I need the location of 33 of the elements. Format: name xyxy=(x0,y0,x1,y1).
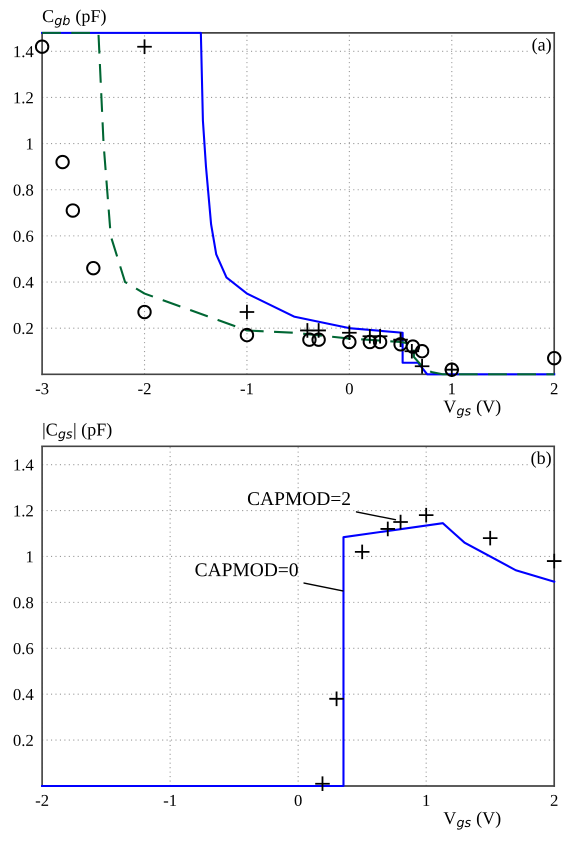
y-tick-label: 1.2 xyxy=(14,505,33,517)
y-tick-label: 0.2 xyxy=(14,734,33,746)
x-tick-label: -3 xyxy=(36,383,48,394)
annotation: CAPMOD=2 xyxy=(248,492,350,506)
x-tick-label: -1 xyxy=(164,794,176,806)
x-tick-label: 2 xyxy=(550,383,558,394)
y-tick-label: 0.2 xyxy=(14,322,33,334)
x-tick-label: 2 xyxy=(550,794,558,806)
x-axis-title: V$_{gs}$ (V) xyxy=(443,400,500,418)
x-tick-label: 0 xyxy=(346,383,353,394)
y-axis-title: |C$_{gs}$| (pF) xyxy=(43,422,112,442)
y-tick-label: 1.2 xyxy=(14,92,33,104)
x-tick-label: -2 xyxy=(138,383,151,394)
annotation: (b) xyxy=(531,451,551,468)
y-tick-label: 0.8 xyxy=(14,184,34,196)
x-tick-label: 0 xyxy=(294,794,302,806)
x-axis-title: V$_{gs}$ (V) xyxy=(443,811,500,830)
x-tick-label: -2 xyxy=(36,794,48,806)
y-tick-label: 0.4 xyxy=(14,276,34,288)
annotation: (a) xyxy=(532,38,551,54)
y-tick-label: 0.6 xyxy=(14,642,34,654)
x-tick-label: 1 xyxy=(449,383,455,394)
y-tick-label: 0.4 xyxy=(14,688,34,700)
x-tick-label: 1 xyxy=(423,794,430,806)
y-tick-label: 1 xyxy=(26,138,33,150)
y-tick-label: 0.8 xyxy=(14,597,34,608)
x-tick-label: -1 xyxy=(240,383,253,394)
y-axis-title: C$_{gb}$ (pF) xyxy=(42,10,106,28)
annotation: CAPMOD=0 xyxy=(195,563,298,576)
y-tick-label: 1.4 xyxy=(14,46,34,58)
y-tick-label: 0.6 xyxy=(14,230,34,242)
y-tick-label: 1 xyxy=(26,551,33,562)
y-tick-label: 1.4 xyxy=(14,459,34,471)
